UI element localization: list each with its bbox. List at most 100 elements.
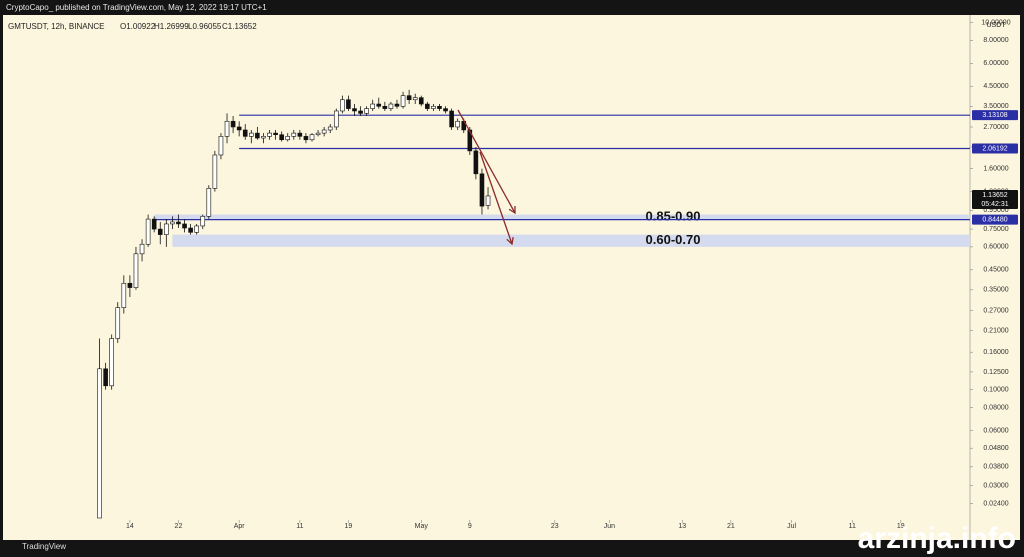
y-tick-label: 0.60000 (983, 244, 1008, 251)
candle-body (382, 105, 388, 109)
candle-body (388, 103, 394, 109)
x-tick-label: 9 (468, 523, 472, 530)
candle-body (127, 282, 133, 288)
countdown: 05:42:31 (981, 201, 1008, 208)
level-price-label: 3.13108 (982, 112, 1007, 119)
zone (172, 234, 970, 247)
candle-body (255, 132, 260, 139)
arrow-head (506, 236, 514, 246)
publisher-text: CryptoCapo_ published on TradingView.com… (6, 3, 267, 12)
x-tick-label: 14 (126, 523, 134, 530)
candle-body (321, 129, 327, 134)
candle-body (188, 227, 193, 233)
candle-body (443, 108, 448, 112)
ohlc-text: L0.96055 (188, 22, 222, 31)
x-tick-label: 19 (897, 523, 905, 530)
y-unit: USDT (986, 22, 1006, 29)
candle-body (157, 228, 163, 235)
y-tick-label: 0.16000 (983, 349, 1008, 356)
y-tick-label: 8.00000 (983, 37, 1008, 44)
y-tick-label: 0.02400 (983, 500, 1008, 507)
candle-body (327, 126, 333, 131)
candle-body (224, 120, 230, 137)
x-tick-label: May (415, 523, 429, 530)
candle-body (200, 216, 206, 227)
level-price-box (972, 110, 1018, 121)
footer-bar (0, 540, 1024, 557)
ohlc-text: H1.26999 (154, 22, 189, 31)
ohlc-text: C1.13652 (222, 22, 257, 31)
level-price-box (972, 214, 1018, 225)
candle-body (346, 99, 351, 109)
x-tick-label: 21 (727, 523, 735, 530)
candle-body (370, 103, 376, 109)
candle-body (115, 307, 121, 339)
y-tick-label: 0.45000 (983, 267, 1008, 274)
candle-body (479, 173, 485, 207)
candle-body (418, 97, 424, 105)
candle-body (412, 97, 418, 101)
ohlc-text: O1.00922 (120, 22, 156, 31)
y-tick-label: 0.95000 (983, 207, 1008, 214)
candle-body (285, 136, 291, 141)
candle-body (170, 221, 175, 225)
candle-body (218, 136, 224, 156)
y-tick-label: 0.75000 (983, 226, 1008, 233)
y-tick-label: 0.03800 (983, 464, 1008, 471)
plot-background (3, 15, 1020, 540)
candle-body (109, 338, 114, 387)
candle-body (139, 243, 145, 255)
candle-body (206, 188, 212, 217)
x-tick-label: Jun (604, 523, 615, 530)
y-tick-label: 0.27000 (983, 307, 1008, 314)
zone-label: 0.85-0.90 (646, 208, 701, 223)
candle-body (364, 108, 369, 114)
x-tick-label: 19 (345, 523, 353, 530)
y-tick-label: 10.00000 (981, 19, 1010, 26)
x-tick-label: 11 (296, 523, 303, 530)
candle-body (473, 150, 479, 175)
y-tick-label: 1.60000 (983, 166, 1008, 173)
last-price-label: 1.13652 (982, 192, 1007, 199)
candle-body (406, 95, 412, 101)
symbol: GMTUSDT, 12h, BINANCE (8, 22, 104, 31)
candle-body (358, 110, 363, 114)
y-tick-label: 0.03000 (983, 483, 1008, 490)
candle-body (212, 154, 218, 189)
candle-body (249, 132, 254, 137)
y-tick-label: 0.04800 (983, 445, 1008, 452)
x-tick-label: 22 (175, 523, 183, 530)
candle-body (273, 132, 278, 136)
x-tick-label: Apr (234, 523, 246, 530)
candle-body (303, 136, 309, 141)
level-price-label: 2.06192 (982, 145, 1007, 152)
candle-body (151, 218, 157, 230)
candle-body (194, 225, 199, 233)
arrow-shaft (479, 151, 513, 245)
brand: TradingView (22, 542, 66, 551)
y-tick-label: 4.50000 (983, 83, 1008, 90)
y-tick-label: 0.12500 (983, 369, 1008, 376)
candle-body (394, 103, 400, 107)
level-price-label: 0.84480 (982, 216, 1007, 223)
x-tick-label: Jul (787, 523, 796, 530)
last-price-box (972, 189, 1018, 209)
candle-body (431, 105, 436, 109)
candle-body (242, 129, 248, 137)
candle-body (176, 221, 181, 225)
candle-body (230, 120, 236, 128)
arrow-head (508, 205, 516, 215)
candle-body (261, 136, 266, 139)
candle-body (291, 132, 297, 137)
candle-body (103, 368, 108, 387)
watermark: arzinja.info (858, 522, 1016, 555)
candle-body (297, 132, 303, 137)
y-tick-label: 0.35000 (983, 287, 1008, 294)
x-tick-label: 13 (678, 523, 686, 530)
candle-body (315, 132, 321, 136)
arrow-shaft (457, 109, 516, 214)
candle-body (449, 110, 454, 128)
candle-body (467, 129, 473, 152)
candle-body (267, 132, 272, 137)
